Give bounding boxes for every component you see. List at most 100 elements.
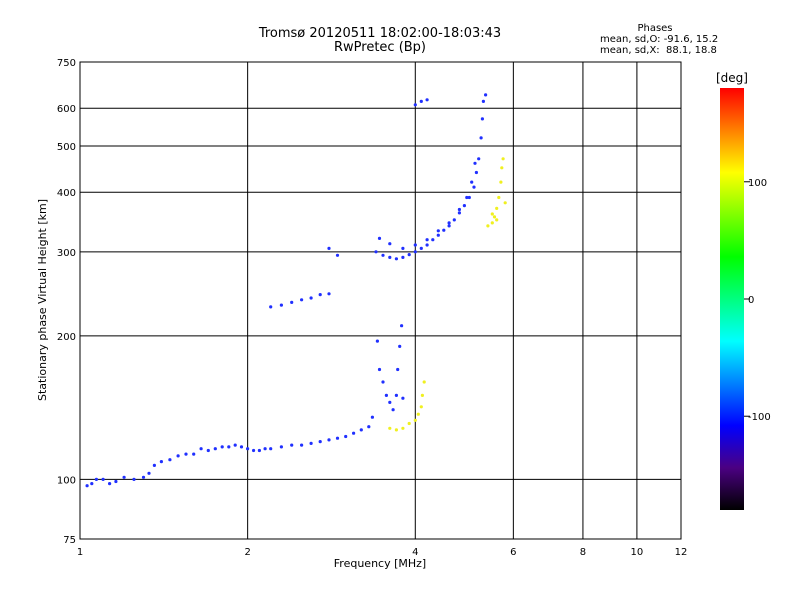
data-point-x <box>416 412 420 416</box>
data-point-x <box>495 206 499 210</box>
data-point-o <box>413 250 417 254</box>
data-point-x <box>500 166 504 170</box>
data-point-o <box>239 445 244 449</box>
data-point-o <box>374 250 378 254</box>
data-point-o <box>377 367 382 372</box>
data-point-o <box>391 408 395 412</box>
y-tick-label: 500 <box>57 142 76 153</box>
data-point-o <box>467 195 471 200</box>
x-tick-label: 10 <box>631 547 644 558</box>
data-point-o <box>394 257 398 261</box>
data-point-o <box>192 452 196 456</box>
data-point-o <box>425 98 429 102</box>
data-point-o <box>431 238 435 242</box>
x-tick-label: 2 <box>244 547 250 558</box>
data-point-o <box>401 246 405 250</box>
x-tick-label: 1 <box>77 547 83 558</box>
x-tick-label: 8 <box>580 547 586 558</box>
data-point-o <box>206 448 210 453</box>
colorbar-ticks: 100 0 -100 <box>744 178 771 423</box>
data-point-o <box>257 448 261 453</box>
data-point-x <box>420 393 424 397</box>
y-tick-label: 100 <box>57 475 76 486</box>
colorbar-tick-label: 0 <box>748 295 754 306</box>
data-point-o <box>470 180 474 184</box>
data-point-o <box>407 253 411 257</box>
data-point-x <box>497 195 501 200</box>
grid <box>79 61 682 540</box>
data-point-x <box>401 426 405 430</box>
data-point-o <box>388 400 392 404</box>
data-point-o <box>381 253 385 257</box>
phases-legend: Phases mean, sd,O: -91.6, 15.2 mean, sd,… <box>600 23 718 56</box>
data-point-x <box>407 421 411 426</box>
y-tick-label: 200 <box>57 332 76 343</box>
data-point-o <box>269 305 273 309</box>
data-point-o <box>473 161 477 165</box>
data-point-o <box>184 452 188 456</box>
data-point-o <box>484 93 488 97</box>
data-point-o <box>227 445 231 449</box>
data-point-x <box>492 215 497 219</box>
data-point-o <box>436 233 440 237</box>
data-point-x <box>495 218 499 222</box>
phases-x-stats: mean, sd,X: 88.1, 18.8 <box>600 45 717 56</box>
data-point-o <box>474 170 478 175</box>
data-point-o <box>419 99 423 103</box>
y-tick-label: 400 <box>57 188 76 199</box>
data-point-x <box>413 418 417 422</box>
data-point-o <box>85 484 89 488</box>
data-point-o <box>425 243 429 247</box>
chart-title: Tromsø 20120511 18:02:00-18:03:43 RwPret… <box>180 27 580 55</box>
data-point-o <box>400 324 404 328</box>
data-point-x <box>490 221 494 225</box>
data-point-o <box>419 246 423 250</box>
data-point-o <box>152 463 156 467</box>
data-point-o <box>269 447 273 451</box>
y-ticks: 75 100 200 300 400 500 600 750 <box>57 58 76 546</box>
data-point-o <box>94 477 98 481</box>
colorbar-tick-label: 100 <box>748 178 767 189</box>
data-points <box>85 93 507 488</box>
data-point-o <box>447 221 451 225</box>
data-point-o <box>132 477 136 481</box>
data-point-o <box>457 207 461 212</box>
data-point-o <box>344 434 348 439</box>
data-point-o <box>425 238 429 242</box>
data-point-o <box>335 253 340 257</box>
x-tick-label: 4 <box>412 547 418 558</box>
data-point-o <box>401 396 405 400</box>
chart-title-line1: Tromsø 20120511 18:02:00-18:03:43 <box>258 26 502 41</box>
y-tick-label: 300 <box>57 248 76 259</box>
y-tick-label: 600 <box>57 104 76 115</box>
data-point-x <box>501 157 505 161</box>
data-point-o <box>401 255 405 259</box>
data-point-o <box>367 425 371 429</box>
data-point-o <box>384 393 388 397</box>
data-point-o <box>396 367 400 372</box>
data-point-o <box>122 475 126 479</box>
colorbar <box>720 88 744 510</box>
data-point-o <box>462 204 466 208</box>
y-axis-label: Stationary phase Virtual Height [km] <box>36 199 49 401</box>
data-point-o <box>279 303 283 307</box>
data-point-o <box>141 475 146 479</box>
data-point-o <box>252 448 256 453</box>
data-point-o <box>309 296 313 300</box>
data-point-o <box>327 246 331 250</box>
data-point-o <box>327 292 331 296</box>
data-point-o <box>359 428 363 432</box>
data-point-o <box>309 441 313 445</box>
data-point-o <box>436 229 440 233</box>
data-point-o <box>452 218 456 222</box>
data-point-x <box>490 212 494 216</box>
data-point-o <box>352 431 356 435</box>
data-point-o <box>447 224 451 228</box>
data-point-o <box>263 447 267 451</box>
data-point-o <box>108 482 112 486</box>
data-point-o <box>335 436 340 440</box>
data-point-o <box>147 471 151 475</box>
data-point-o <box>290 443 294 447</box>
data-point-o <box>413 243 417 247</box>
